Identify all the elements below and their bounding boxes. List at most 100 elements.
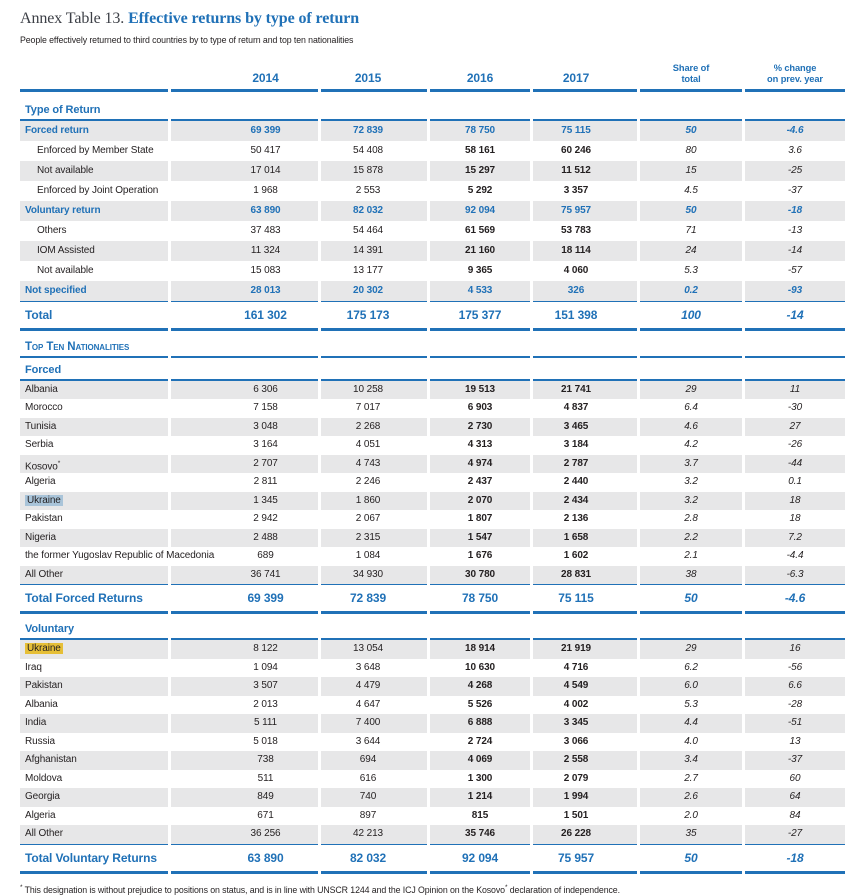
value-cell: 8 122 xyxy=(171,640,318,659)
value-cell: 689 xyxy=(257,550,274,561)
total-value: 100 xyxy=(681,307,701,322)
value-cell: 2 079 xyxy=(563,772,589,784)
row-label: Morocco xyxy=(25,402,63,413)
value-cell: 815 xyxy=(471,809,489,821)
value-cell: 3.6 xyxy=(788,144,802,156)
value-cell: 13 054 xyxy=(321,640,427,659)
total-value: 82 032 xyxy=(349,850,387,865)
value-cell: 35 746 xyxy=(430,825,530,844)
value-cell: 20 302 xyxy=(321,280,427,301)
section-rule xyxy=(430,118,530,121)
value-cell: 1 094 xyxy=(253,661,278,673)
value-cell: 60 xyxy=(789,772,801,784)
value-cell: -26 xyxy=(787,439,803,450)
section-rule xyxy=(533,638,637,640)
value-cell: -13 xyxy=(787,224,803,236)
row-label: Forced return xyxy=(25,124,89,136)
value-cell: 1 860 xyxy=(321,491,427,510)
row-label: Ukraine xyxy=(25,494,63,506)
total-rule-top xyxy=(321,843,427,845)
total-label: Total xyxy=(25,307,53,322)
spacer xyxy=(20,614,845,621)
value-cell: 2 558 xyxy=(533,751,637,770)
value-cell: 1 214 xyxy=(430,788,530,807)
value-cell: 2 246 xyxy=(355,476,381,487)
value-cell: 21 919 xyxy=(533,640,637,659)
value-cell: 2 136 xyxy=(563,513,589,524)
value-cell: 326 xyxy=(533,280,637,301)
value-cell: -6.3 xyxy=(745,565,845,584)
value-cell: 3 357 xyxy=(563,184,589,196)
table-banner: Top Ten Nationalities xyxy=(25,340,130,353)
value-cell: 2 440 xyxy=(563,476,589,487)
value-cell: 4.0 xyxy=(684,735,698,747)
value-cell: -51 xyxy=(745,714,845,733)
total-rule-bottom xyxy=(533,611,637,614)
row-label: Pakistan xyxy=(25,513,63,524)
row-label-cell: Enforced by Joint Operation xyxy=(20,181,168,201)
row-label: Kosovo xyxy=(25,460,58,472)
value-cell: 18 xyxy=(745,491,845,510)
total-value: -4.6 xyxy=(784,591,806,605)
row-label: the former Yugoslav Republic of Macedoni… xyxy=(25,550,215,561)
value-cell: 54 464 xyxy=(353,224,383,236)
column-header-2015: 2015 xyxy=(354,71,382,85)
total-rule-bottom xyxy=(20,870,168,874)
value-cell: 4.4 xyxy=(640,714,742,733)
value-cell: 36 741 xyxy=(171,565,318,584)
value-cell: 35 xyxy=(640,825,742,844)
value-cell: 30 780 xyxy=(430,565,530,584)
row-label: Algeria xyxy=(25,476,56,487)
value-cell: 3.7 xyxy=(640,454,742,473)
value-cell: 1 547 xyxy=(430,528,530,547)
row-label-cell: Afghanistan xyxy=(20,751,168,770)
total-rule-bottom xyxy=(171,611,318,614)
value-cell: 42 213 xyxy=(321,825,427,844)
section-rule xyxy=(171,118,318,121)
total-value: 175 173 xyxy=(346,307,390,322)
value-cell: 78 750 xyxy=(430,120,530,141)
value-cell: 4 549 xyxy=(533,677,637,696)
banner-rule xyxy=(533,355,637,358)
value-cell: 1 994 xyxy=(533,788,637,807)
value-cell: 738 xyxy=(171,751,318,770)
value-cell: 28 831 xyxy=(533,565,637,584)
section-rule xyxy=(745,638,845,640)
total-rule-top xyxy=(321,584,427,585)
value-cell: -93 xyxy=(745,280,845,301)
total-rule-bottom xyxy=(640,611,742,614)
row-label-cell: Forced return xyxy=(20,120,168,141)
row-label-cell: Russia xyxy=(20,733,168,752)
row-label-cell: Enforced by Member State xyxy=(20,141,168,161)
value-cell: -30 xyxy=(787,402,803,413)
total-rule-bottom xyxy=(171,870,318,874)
value-cell: 2 067 xyxy=(355,513,381,524)
total-value: 78 750 xyxy=(461,591,499,605)
value-cell: 2.7 xyxy=(684,772,698,784)
header-rule xyxy=(430,89,530,92)
value-cell: 38 xyxy=(640,565,742,584)
value-cell: 2 434 xyxy=(533,491,637,510)
total-rule-bottom xyxy=(745,870,845,874)
value-cell: 6 306 xyxy=(171,380,318,399)
footnote-marker: * xyxy=(57,459,61,467)
value-cell: 671 xyxy=(257,809,274,821)
value-cell: 4.6 xyxy=(640,417,742,436)
total-value: 72 839 xyxy=(349,591,387,605)
row-label: Georgia xyxy=(25,791,60,802)
value-cell: 5 292 xyxy=(467,184,493,196)
value-cell: 37 483 xyxy=(250,224,281,236)
section-rule xyxy=(430,378,530,381)
total-rule-top xyxy=(171,300,318,302)
value-cell: 72 839 xyxy=(321,120,427,141)
spacer xyxy=(20,331,845,339)
row-label: All Other xyxy=(25,568,64,580)
value-cell: 6.6 xyxy=(745,677,845,696)
total-rule-bottom xyxy=(171,327,318,331)
value-cell: 1 676 xyxy=(467,550,493,561)
row-label-cell: the former Yugoslav Republic of Macedoni… xyxy=(20,547,214,566)
header-rule xyxy=(640,89,742,92)
total-rule-top xyxy=(640,843,742,845)
total-rule-bottom xyxy=(745,611,845,614)
